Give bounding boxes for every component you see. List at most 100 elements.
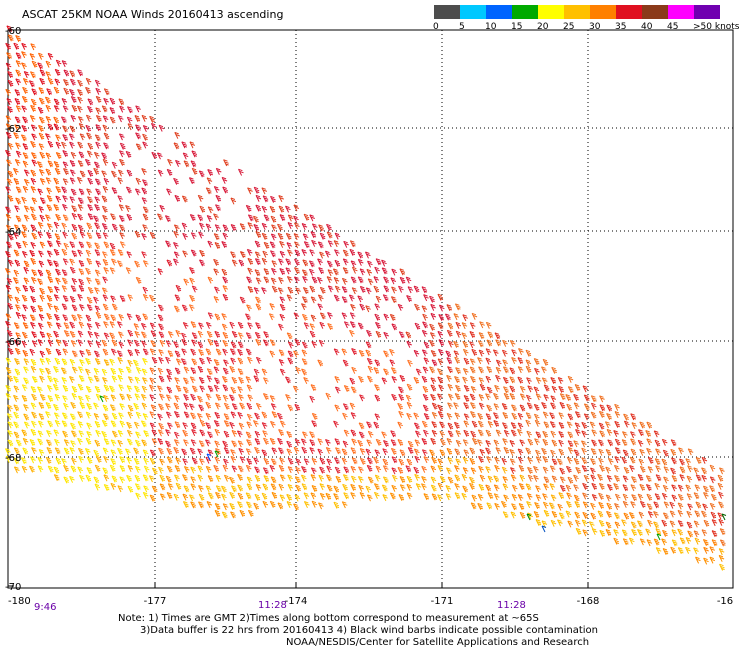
wind-barb: [407, 286, 414, 294]
wind-barb: [23, 178, 30, 186]
wind-barb: [47, 420, 53, 428]
wind-barb: [23, 169, 30, 177]
wind-barb: [517, 357, 524, 365]
wind-barb: [85, 124, 92, 132]
wind-barb: [110, 458, 116, 466]
lon-tick-label: -180: [8, 596, 31, 607]
wind-barb: [319, 286, 326, 294]
wind-barb: [413, 349, 420, 357]
wind-barb: [279, 240, 285, 248]
wind-barb: [158, 331, 165, 339]
wind-barb: [55, 457, 62, 465]
wind-barb: [188, 304, 195, 312]
wind-barb: [238, 168, 244, 176]
wind-barb: [53, 474, 60, 482]
wind-barb: [341, 286, 348, 294]
wind-barb: [550, 402, 556, 410]
wind-barb: [583, 413, 590, 421]
wind-barb: [214, 411, 220, 419]
wind-barb: [165, 429, 171, 437]
wind-barb: [38, 260, 45, 268]
wind-barb: [414, 439, 421, 447]
wind-barb: [45, 60, 52, 68]
wind-barb: [53, 116, 59, 124]
wind-barb: [93, 375, 100, 383]
wind-barb: [22, 152, 29, 160]
wind-barb: [22, 116, 28, 124]
wind-barb: [142, 133, 148, 141]
wind-barb: [367, 430, 374, 438]
wind-barb: [366, 329, 372, 337]
wind-barb: [31, 159, 38, 167]
wind-barb: [695, 474, 702, 482]
wind-barb: [375, 258, 382, 266]
wind-barb: [342, 403, 349, 411]
wind-barb: [310, 467, 317, 475]
wind-barb: [205, 223, 212, 231]
wind-barb: [582, 492, 588, 500]
wind-barb: [134, 260, 140, 268]
wind-barb: [47, 240, 53, 248]
wind-barb: [111, 475, 118, 483]
wind-barb: [366, 439, 372, 447]
wind-barb: [30, 386, 37, 394]
wind-barb: [141, 402, 148, 410]
wind-barb: [622, 538, 629, 546]
wind-barb: [174, 474, 180, 482]
wind-barb: [294, 222, 300, 230]
wind-barb: [215, 393, 222, 401]
wind-barb: [116, 350, 123, 358]
wind-barb: [87, 376, 94, 384]
wind-barb: [190, 483, 197, 491]
wind-barb: [7, 302, 13, 310]
wind-barb: [614, 447, 621, 455]
wind-barb: [53, 221, 60, 229]
wind-barb: [637, 493, 644, 501]
wind-barb: [557, 503, 563, 511]
wind-barb: [406, 475, 413, 483]
wind-barb: [173, 446, 179, 454]
wind-barb: [669, 520, 676, 528]
wind-barb: [110, 439, 117, 447]
wind-barb: [78, 268, 85, 276]
wind-barb: [62, 161, 69, 169]
legend-swatch: [512, 5, 538, 19]
wind-barb: [37, 339, 44, 347]
wind-barb: [717, 482, 724, 490]
wind-barb: [509, 340, 516, 348]
wind-barb: [614, 420, 620, 428]
wind-barb: [173, 411, 180, 419]
wind-barb: [247, 267, 253, 275]
wind-barb: [197, 365, 204, 373]
wind-barb: [551, 510, 558, 518]
wind-barb: [78, 285, 85, 293]
wind-barb: [533, 358, 540, 366]
wind-barb: [190, 249, 197, 257]
wind-barb: [77, 383, 84, 391]
wind-barb: [406, 401, 413, 409]
wind-barb: [631, 476, 637, 484]
wind-barb: [381, 377, 388, 385]
wind-barb: [237, 341, 244, 349]
wind-barb: [350, 303, 356, 311]
wind-barb: [359, 448, 366, 456]
wind-barb: [381, 259, 387, 267]
wind-barb: [263, 437, 269, 445]
wind-barb: [637, 474, 644, 482]
wind-barb: [405, 331, 412, 339]
wind-barb: [53, 305, 60, 313]
wind-barb: [351, 366, 357, 374]
wind-barb: [326, 276, 333, 284]
wind-barb: [205, 187, 212, 195]
wind-barb: [109, 464, 116, 472]
wind-barb: [223, 458, 229, 466]
wind-barb: [332, 268, 339, 276]
wind-barb: [221, 511, 228, 519]
wind-barb: [437, 482, 444, 490]
wind-barb: [447, 457, 454, 465]
wind-barb: [54, 357, 61, 365]
wind-barb: [110, 449, 117, 457]
wind-barb: [254, 474, 261, 482]
wind-barb: [693, 520, 700, 528]
wind-barb: [551, 475, 558, 483]
